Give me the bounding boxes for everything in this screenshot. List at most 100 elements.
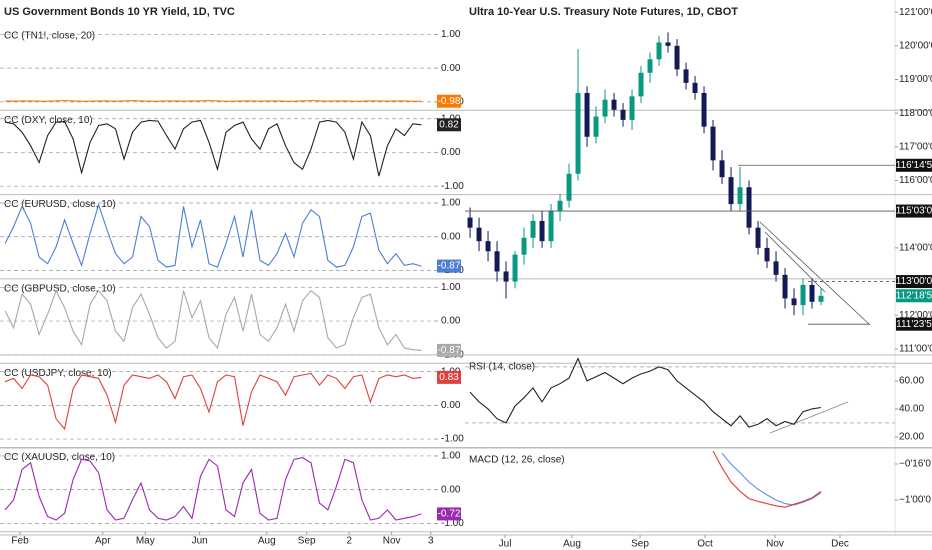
candle-body [566, 173, 572, 201]
series-line [5, 99, 422, 102]
last-value-label: -0.72 [438, 509, 461, 520]
last-value-label: 0.82 [439, 119, 459, 130]
candle-body [818, 295, 824, 302]
y-tick-label: −1'00'0 [899, 495, 931, 506]
candle-body [557, 200, 563, 211]
y-tick-label: 121'00'0 [899, 7, 932, 18]
candle-body [476, 227, 482, 242]
candle-body [656, 42, 662, 60]
chart-title: Ultra 10-Year U.S. Treasury Note Futures… [469, 6, 738, 18]
level-label: 113'00'0 [896, 276, 932, 287]
chart-title: US Government Bonds 10 YR Yield, 1D, TVC [4, 6, 235, 18]
level-tag [896, 158, 932, 172]
x-tick-label: Feb [11, 535, 29, 546]
candle-body [728, 177, 734, 205]
trend-line [759, 221, 871, 326]
pane-label: CC (XAUUSD, close, 10) [4, 452, 115, 463]
y-tick-label: 0.00 [441, 147, 461, 158]
x-tick-label: Dec [831, 539, 849, 550]
rsi-trend-line [769, 401, 849, 434]
candle-body [665, 42, 671, 46]
last-value-tag [437, 370, 461, 384]
y-tick-label: -1.00 [441, 518, 464, 529]
y-tick-label: 1.00 [441, 282, 461, 293]
last-value-tag [437, 118, 461, 132]
y-tick-label: 60.00 [899, 376, 924, 387]
candle-body [764, 247, 770, 262]
candle-body [548, 210, 554, 242]
x-tick-label: 3 [428, 535, 434, 546]
candle-body [494, 251, 500, 272]
last-value-tag [437, 343, 461, 357]
series-line [4, 202, 422, 268]
last-value-label: -0.98 [438, 96, 461, 107]
series-line [721, 452, 822, 506]
x-tick-label: Nov [383, 535, 401, 546]
y-tick-label: 0.00 [441, 63, 461, 74]
y-tick-label: 20.00 [899, 432, 924, 443]
candle-body [719, 160, 725, 178]
candle-body [782, 274, 788, 299]
y-tick-label: 116'00'0 [899, 175, 932, 186]
y-tick-label: 1.00 [441, 29, 461, 40]
candle-body [638, 72, 644, 97]
x-tick-label: Sep [631, 539, 649, 550]
series-line [469, 357, 822, 428]
last-value-label: -0.87 [438, 261, 461, 272]
last-price-label: 112'18'5 [896, 290, 932, 301]
candle-body [512, 254, 518, 282]
x-tick-label: Aug [563, 539, 581, 550]
candle-body [539, 220, 545, 242]
y-tick-label: 0.00 [441, 484, 461, 495]
last-price-tag [896, 289, 932, 303]
level-tag [896, 317, 932, 331]
candle-body [755, 227, 761, 248]
candle-body [503, 271, 509, 282]
pane-label: CC (USDJPY, close, 10) [4, 368, 112, 379]
y-tick-label: 118'00'0 [899, 108, 932, 119]
y-tick-label: 119'00'0 [899, 74, 932, 85]
y-tick-label: 120'00'0 [899, 40, 932, 51]
trend-line [764, 231, 826, 293]
candle-body [674, 45, 680, 70]
series-line [4, 457, 422, 521]
candle-body [683, 69, 689, 83]
y-tick-label: -1.00 [441, 181, 464, 192]
candle-body [647, 59, 653, 73]
series-line [4, 372, 422, 431]
level-label: 111'23'5 [896, 319, 932, 330]
y-tick-label: 114'00'0 [899, 243, 932, 254]
y-tick-label: 111'00'0 [899, 344, 932, 355]
y-tick-label: 0.00 [441, 400, 461, 411]
pane-label: CC (GBPUSD, close, 10) [4, 284, 116, 295]
y-tick-label: 40.00 [899, 404, 924, 415]
candle-body [746, 187, 752, 228]
level-tag [896, 204, 932, 218]
candle-body [530, 220, 536, 238]
x-tick-label: Jun [192, 535, 208, 546]
candle-body [710, 126, 716, 161]
candle-body [701, 92, 707, 127]
y-tick-label: -1.00 [441, 434, 464, 445]
y-tick-label: 112'00'0 [899, 310, 932, 321]
last-value-label: -0.87 [438, 345, 461, 356]
last-value-label: 0.83 [439, 372, 459, 383]
candle-body [800, 284, 806, 306]
y-tick-label: 1.00 [441, 198, 461, 209]
x-tick-label: Sep [298, 535, 316, 546]
x-tick-label: Nov [766, 539, 784, 550]
x-tick-label: Jul [499, 539, 512, 550]
pane-label: CC (DXY, close, 10) [4, 115, 93, 126]
candle-body [692, 82, 698, 93]
y-tick-label: 117'00'0 [899, 141, 932, 152]
y-tick-label: −0'16'0 [899, 459, 931, 470]
last-value-tag [437, 259, 461, 273]
candle-body [602, 99, 608, 117]
candle-body [521, 237, 527, 255]
pane-label: CC (TN1!, close, 20) [4, 31, 95, 42]
candle-body [737, 187, 743, 205]
last-value-tag [437, 507, 461, 521]
candle-body [773, 261, 779, 275]
candle-body [791, 298, 797, 306]
candle-body [467, 217, 473, 228]
